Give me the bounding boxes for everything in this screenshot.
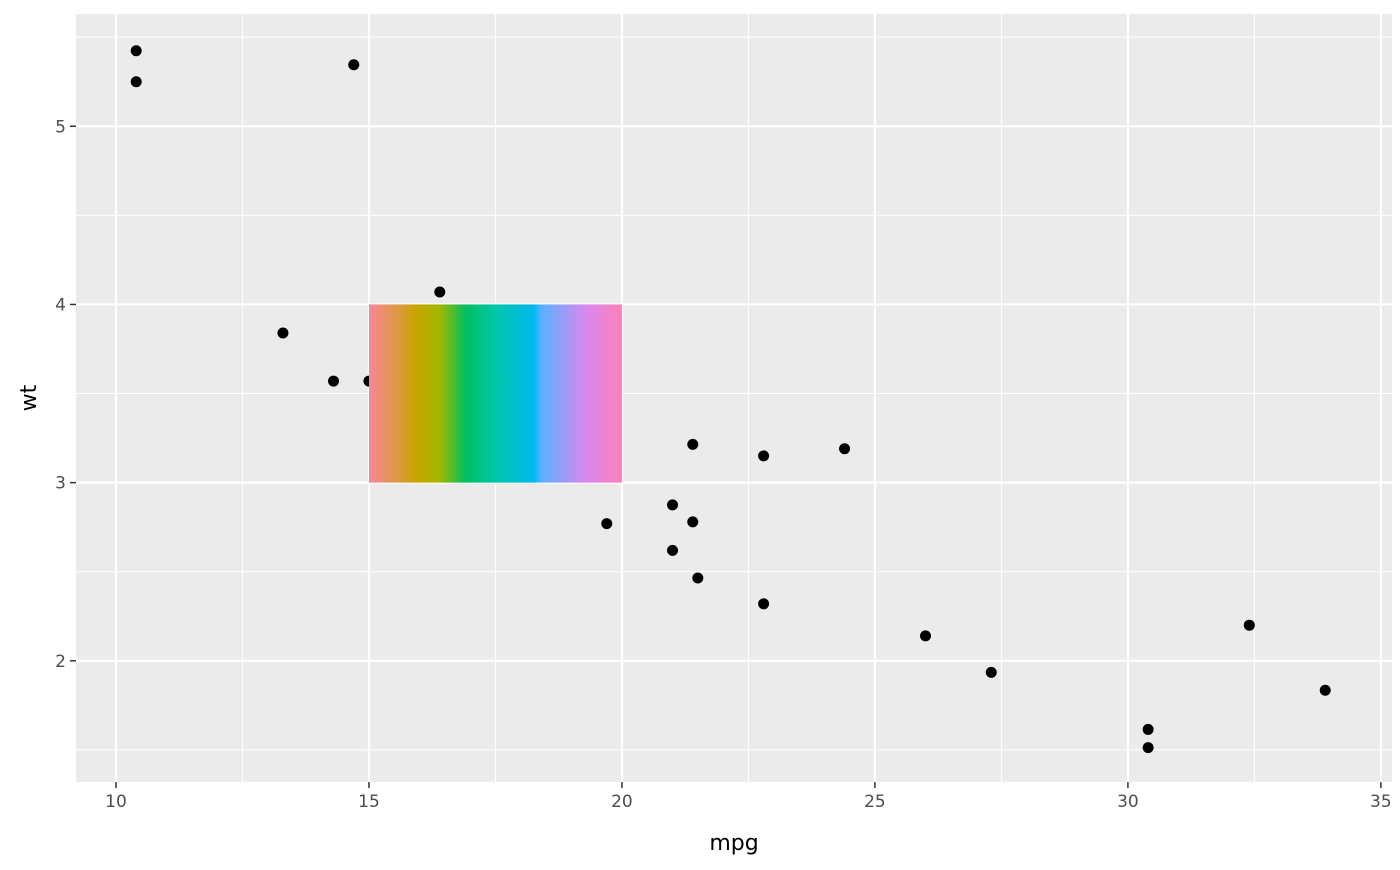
x-tick-label: 20 [611,792,633,812]
x-tick-label: 25 [864,792,886,812]
x-tick-label: 30 [1117,792,1139,812]
data-point [348,59,360,71]
x-tick-label: 35 [1370,792,1392,812]
data-point [601,518,613,530]
data-point [667,544,679,556]
data-point [687,438,699,450]
data-point [667,499,679,511]
data-point [328,375,340,387]
x-axis: 10 15 20 25 30 35 [105,782,1392,812]
data-point [839,443,851,455]
data-point [687,516,699,528]
x-tick-label: 10 [105,792,127,812]
y-tick-label: 4 [55,295,66,315]
data-point [758,598,770,610]
data-point [130,76,142,88]
data-point [434,286,446,298]
minor-gridlines [76,14,1392,782]
plot-panel [76,14,1392,782]
data-point [1243,619,1255,631]
data-point [692,572,704,584]
y-tick-label: 5 [55,117,66,137]
data-point [130,45,142,57]
data-point [1142,742,1154,754]
gradient-rectangle [368,304,622,483]
y-tick-label: 3 [55,474,66,494]
y-tick-label: 2 [55,652,66,672]
data-point [920,630,932,642]
data-point [758,450,770,462]
data-point [1319,684,1331,696]
x-tick-label: 15 [358,792,380,812]
y-axis-title: wt [17,384,42,411]
data-point [277,327,289,339]
data-point [985,666,997,678]
y-axis: 2 3 4 5 [55,117,76,672]
data-point [1142,723,1154,735]
x-axis-title: mpg [709,831,758,856]
